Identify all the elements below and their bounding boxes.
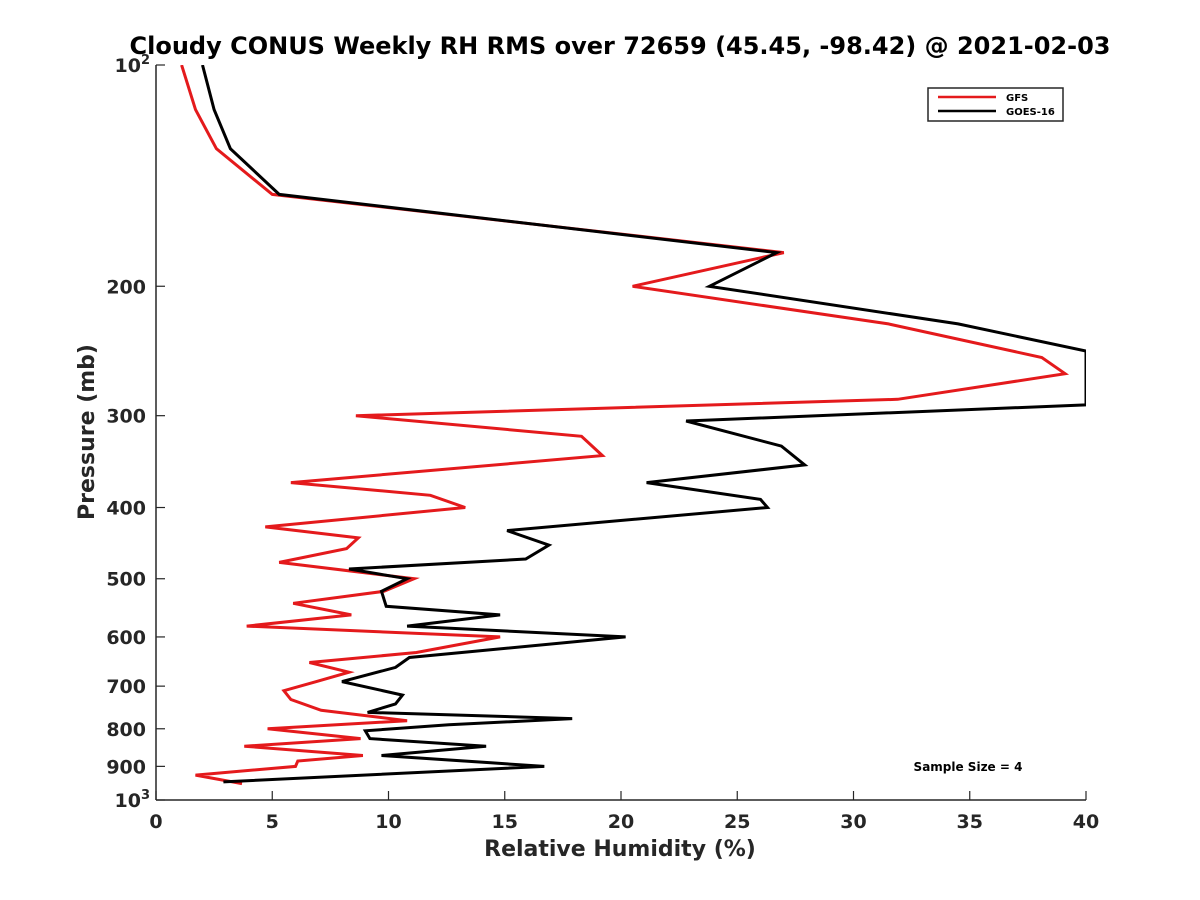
series-line-gfs	[180, 65, 1070, 786]
x-tick-label: 30	[840, 811, 866, 833]
chart-title: Cloudy CONUS Weekly RH RMS over 72659 (4…	[130, 32, 1111, 60]
y-axis-label: Pressure (mb)	[75, 344, 100, 520]
y-tick-label: 500	[106, 569, 146, 591]
sample-size-annotation: Sample Size = 4	[914, 760, 1023, 774]
x-axis-label: Relative Humidity (%)	[484, 837, 756, 862]
y-tick-label: 102	[115, 53, 151, 77]
x-tick-label: 0	[149, 811, 162, 833]
x-tick-label: 35	[957, 811, 983, 833]
legend-label: GOES-16	[1006, 107, 1055, 118]
series-line-goes-16	[201, 65, 1086, 784]
x-tick-label: 5	[266, 811, 279, 833]
y-tick-label: 103	[115, 788, 151, 812]
y-tick-label: 300	[106, 406, 146, 428]
x-tick-label: 20	[608, 811, 634, 833]
y-tick-label: 400	[106, 498, 146, 520]
legend-box	[927, 87, 1064, 122]
y-tick-label: 900	[106, 756, 146, 778]
x-tick-label: 10	[375, 811, 401, 833]
y-tick-label: 600	[106, 627, 146, 649]
y-tick-label: 700	[106, 676, 146, 698]
x-tick-label: 15	[492, 811, 518, 833]
y-tick-label: 200	[106, 276, 146, 298]
plot-area: 0 5 10 15 20 25 30 35 40 102 200 300 400 500 600 700 800…	[106, 53, 1099, 833]
x-tick-label: 25	[724, 811, 750, 833]
x-tick-label: 40	[1073, 811, 1099, 833]
legend-label: GFS	[1006, 93, 1028, 104]
y-tick-label: 800	[106, 719, 146, 741]
